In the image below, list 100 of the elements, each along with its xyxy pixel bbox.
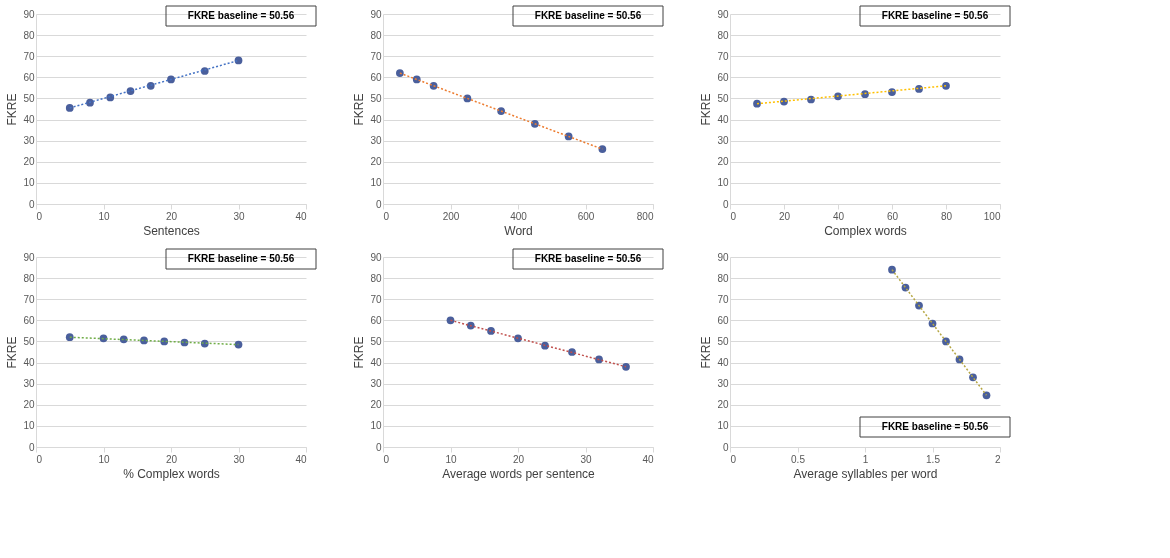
x-tick-label: 30 (233, 210, 245, 222)
point (568, 348, 576, 356)
x-tick-label: 40 (642, 453, 654, 465)
point (622, 362, 630, 371)
point (396, 69, 404, 77)
x-tick-label: 0 (730, 210, 737, 222)
y-axis-title: FKRE (699, 93, 714, 126)
x-tick-label: 0 (36, 210, 43, 222)
x-tick-label: 1.5 (926, 453, 941, 465)
y-tick-label: 80 (23, 29, 35, 41)
point (807, 95, 815, 104)
y-tick-label: 90 (717, 8, 729, 20)
y-tick-label: 30 (23, 135, 35, 147)
y-tick-label: 50 (23, 335, 35, 347)
y-tick-label: 10 (370, 420, 382, 432)
y-tick-label: 50 (370, 335, 382, 347)
x-tick-label: 10 (445, 453, 457, 465)
point (942, 81, 950, 90)
x-axis-title: % Complex words (123, 466, 220, 481)
x-tick-label: 60 (886, 210, 899, 222)
point (595, 355, 603, 364)
x-tick-label: 800 (636, 210, 654, 222)
point (598, 145, 607, 153)
x-tick-label: 10 (98, 210, 110, 222)
y-tick-label: 30 (717, 135, 729, 147)
x-tick-label: 30 (233, 453, 245, 465)
y-axis-title: FKRE (699, 336, 714, 369)
y-tick-label: 20 (370, 399, 382, 411)
x-tick-label: 1 (862, 453, 869, 465)
y-tick-label: 80 (717, 29, 729, 41)
y-tick-label: 0 (375, 198, 382, 210)
y-tick-label: 0 (722, 198, 729, 210)
x-tick-label: 20 (165, 453, 178, 465)
y-tick-label: 50 (717, 92, 729, 104)
y-tick-label: 60 (370, 314, 382, 326)
x-tick-label: 100 (983, 210, 1001, 222)
y-tick-label: 80 (370, 29, 382, 41)
x-tick-label: 10 (98, 453, 110, 465)
y-tick-label: 50 (23, 92, 35, 104)
y-tick-label: 80 (717, 272, 729, 284)
y-tick-label: 90 (370, 251, 382, 263)
y-tick-label: 40 (370, 114, 382, 126)
y-tick-label: 20 (717, 399, 729, 411)
y-tick-label: 30 (370, 135, 382, 147)
point (167, 75, 175, 84)
x-axis-title: Sentences (143, 223, 200, 238)
x-tick-label: 400 (510, 210, 528, 222)
y-tick-label: 90 (23, 251, 35, 263)
y-tick-label: 90 (717, 251, 729, 263)
annotation: FKRE baseline = 50.56 (187, 10, 295, 21)
annotation: FKRE baseline = 50.56 (881, 421, 989, 432)
x-tick-label: 20 (512, 453, 525, 465)
y-tick-label: 40 (717, 114, 729, 126)
y-tick-label: 30 (717, 378, 729, 390)
y-tick-label: 70 (23, 293, 35, 305)
x-tick-label: 600 (577, 210, 595, 222)
y-tick-label: 20 (23, 399, 35, 411)
y-tick-label: 60 (717, 314, 729, 326)
x-axis-title: Complex words (824, 223, 907, 238)
y-tick-label: 10 (23, 420, 35, 432)
y-tick-label: 50 (717, 335, 729, 347)
y-tick-label: 50 (370, 92, 382, 104)
y-tick-label: 40 (370, 357, 382, 369)
y-tick-label: 80 (23, 272, 35, 284)
x-tick-label: 40 (832, 210, 845, 222)
point (753, 99, 761, 108)
y-tick-label: 0 (28, 198, 35, 210)
x-axis-title: Average words per sentence (442, 466, 596, 481)
y-tick-label: 10 (370, 177, 382, 189)
y-tick-label: 30 (370, 378, 382, 390)
x-tick-label: 20 (778, 210, 791, 222)
x-axis-title: Word (504, 223, 533, 238)
y-axis-title: FKRE (352, 336, 367, 369)
y-tick-label: 70 (717, 50, 729, 62)
y-tick-label: 70 (23, 50, 35, 62)
y-tick-label: 70 (370, 50, 382, 62)
x-tick-label: 40 (295, 453, 307, 465)
y-tick-label: 10 (717, 177, 729, 189)
y-tick-label: 40 (717, 357, 729, 369)
x-tick-label: 0 (383, 453, 390, 465)
point (982, 391, 991, 400)
y-axis-title: FKRE (352, 93, 367, 126)
x-tick-label: 0 (36, 453, 43, 465)
annotation: FKRE baseline = 50.56 (187, 253, 295, 264)
y-tick-label: 10 (717, 420, 729, 432)
y-tick-label: 70 (370, 293, 382, 305)
y-tick-label: 20 (370, 156, 382, 168)
x-tick-label: 30 (580, 453, 592, 465)
y-axis-title: FKRE (5, 93, 20, 126)
y-tick-label: 60 (23, 314, 35, 326)
x-tick-label: 20 (165, 210, 178, 222)
y-tick-label: 90 (23, 8, 35, 20)
y-tick-label: 80 (370, 272, 382, 284)
y-tick-label: 60 (717, 71, 729, 83)
x-tick-label: 0.5 (791, 453, 806, 465)
y-tick-label: 20 (717, 156, 729, 168)
x-tick-label: 0 (730, 453, 737, 465)
x-tick-label: 200 (442, 210, 460, 222)
x-tick-label: 2 (994, 453, 1001, 465)
y-tick-label: 60 (23, 71, 35, 83)
